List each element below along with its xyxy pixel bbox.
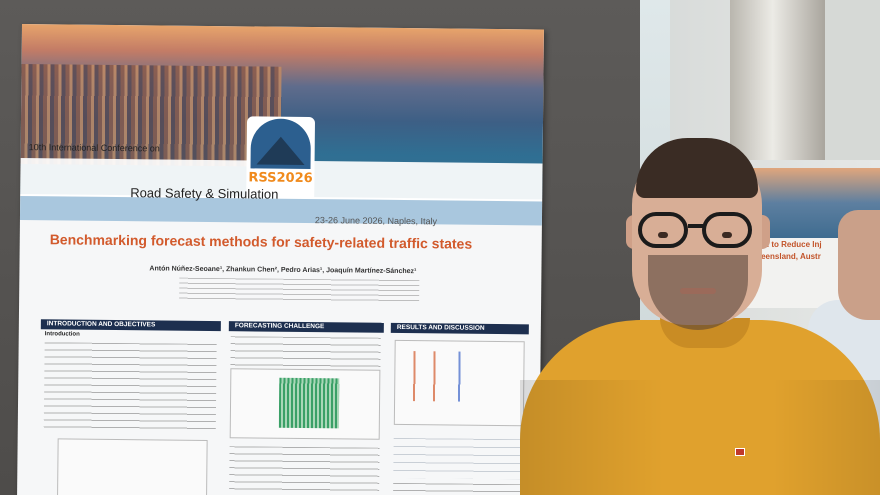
wall [825, 0, 880, 160]
glasses-icon [632, 210, 762, 250]
other-person-face [838, 210, 880, 320]
flag-pin-icon [735, 448, 745, 456]
background-poster-line1: eCall to Reduce Inj [750, 240, 822, 249]
person-shirt [520, 320, 880, 495]
background-poster-line2: Queensland, Austr [750, 252, 821, 261]
intro-figure [57, 438, 208, 495]
person-mouth [680, 288, 716, 294]
poster-dates: 23-26 June 2026, Naples, Italy [314, 215, 438, 227]
pillar [730, 0, 825, 160]
person-hair [636, 138, 758, 198]
conference-line: 10th International Conference on [28, 142, 160, 154]
results-figure [393, 339, 525, 427]
section-results: RESULTS AND DISCUSSION [390, 322, 529, 335]
section-introduction: INTRODUCTION AND OBJECTIVES [40, 319, 221, 332]
poster-subtitle: Road Safety & Simulation [130, 185, 279, 202]
section-forecasting: FORECASTING CHALLENGE [228, 321, 384, 333]
intro-heading: Introduction [44, 331, 80, 338]
forecast-text [230, 336, 381, 368]
affiliations [179, 277, 420, 303]
forecast-figure [229, 368, 381, 440]
forecast-text-2 [228, 446, 380, 495]
conference-poster: 10th International Conference on RSS2026… [16, 24, 544, 495]
results-table [393, 437, 524, 480]
logo-text: RSS2026 [248, 170, 313, 187]
intro-text [43, 342, 217, 435]
results-text [392, 482, 524, 495]
poster-title: Benchmarking forecast methods for safety… [49, 231, 473, 252]
poster-authors: Antón Núñez-Seoane¹, Zhankun Chen², Pedr… [149, 265, 417, 276]
